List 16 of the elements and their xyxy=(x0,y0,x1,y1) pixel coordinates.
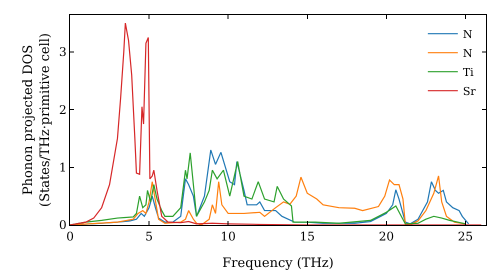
x-tick-label: 15 xyxy=(300,229,315,244)
legend-label: N xyxy=(462,46,473,60)
x-tick-label: 25 xyxy=(458,229,474,244)
legend-label: Ti xyxy=(462,66,474,79)
line-series xyxy=(70,22,482,225)
y-tick-label: 2 xyxy=(58,102,67,117)
y-tick-label: 3 xyxy=(58,45,67,60)
y-axis-title: Phonon projected DOS (States/THz·primitive cell) xyxy=(21,32,53,208)
y-tick-label: 1 xyxy=(58,160,67,175)
legend-label: N xyxy=(462,28,473,41)
x-tick-label: 10 xyxy=(220,229,236,244)
x-axis-title: Frequency (THz) xyxy=(222,256,334,271)
x-tick-label: 20 xyxy=(378,229,394,244)
y-tick-label: 0 xyxy=(58,218,67,232)
x-tick-label: 5 xyxy=(145,229,153,244)
legend-label: Sr xyxy=(462,84,476,98)
